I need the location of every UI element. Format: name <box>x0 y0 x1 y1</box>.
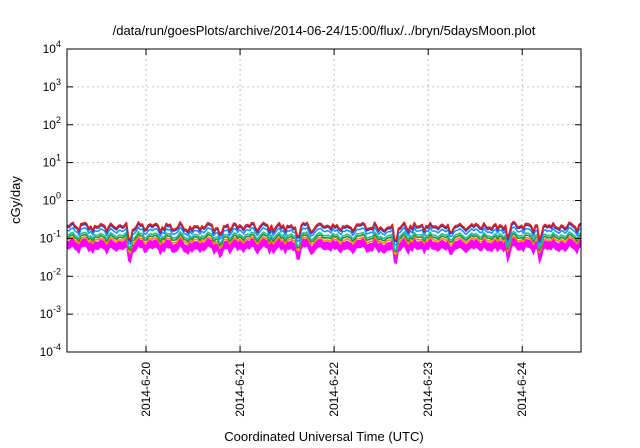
chart-title: /data/run/goesPlots/archive/2014-06-24/1… <box>113 23 536 38</box>
y-tick-label: 101 <box>43 153 61 170</box>
series-line <box>66 237 582 258</box>
x-tick-label: 2014-6-24 <box>515 362 529 417</box>
y-tick-label: 104 <box>43 39 61 56</box>
y-tick-label: 10-1 <box>40 228 61 245</box>
y-tick-label: 10-3 <box>40 304 61 321</box>
series-line <box>66 230 582 251</box>
x-tick-label: 2014-6-21 <box>233 362 247 417</box>
x-axis-label: Coordinated Universal Time (UTC) <box>224 429 423 444</box>
y-tick-label: 102 <box>43 115 61 132</box>
x-tick-label: 2014-6-22 <box>327 362 341 417</box>
series-line <box>66 235 582 255</box>
y-tick-label: 10-2 <box>40 266 61 283</box>
y-tick-label: 10-4 <box>40 342 61 359</box>
ticks: 10-4 10-3 10-2 10-1 100 101 102 103 104 2014-6-20… <box>40 39 581 417</box>
series-line <box>66 222 582 243</box>
series-line <box>66 226 582 246</box>
y-tick-label: 100 <box>43 191 61 208</box>
series-layer <box>66 220 582 265</box>
y-tick-label: 103 <box>43 77 61 94</box>
x-tick-label: 2014-6-23 <box>421 362 435 417</box>
y-axis-label: cGy/day <box>8 176 23 224</box>
x-tick-label: 2014-6-20 <box>139 362 153 417</box>
series-line <box>66 220 582 241</box>
series-line <box>66 232 582 253</box>
grid <box>67 49 581 352</box>
